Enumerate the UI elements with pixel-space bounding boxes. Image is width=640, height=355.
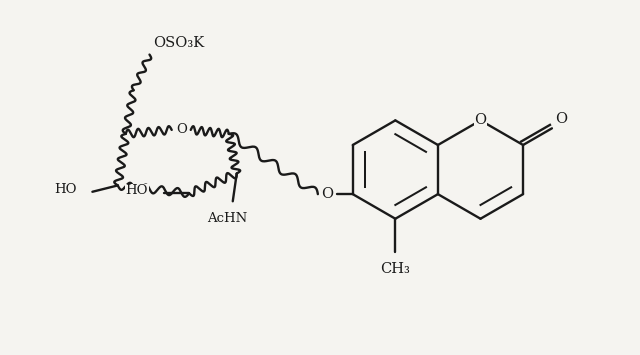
Text: AcHN: AcHN — [207, 212, 247, 225]
Text: O: O — [555, 112, 567, 126]
Text: O: O — [474, 113, 486, 127]
Text: HO: HO — [54, 183, 77, 196]
Text: HO: HO — [125, 185, 148, 197]
Text: OSO₃K: OSO₃K — [154, 36, 205, 50]
Text: O: O — [321, 187, 333, 201]
Text: CH₃: CH₃ — [380, 262, 410, 275]
Text: O: O — [176, 124, 187, 136]
